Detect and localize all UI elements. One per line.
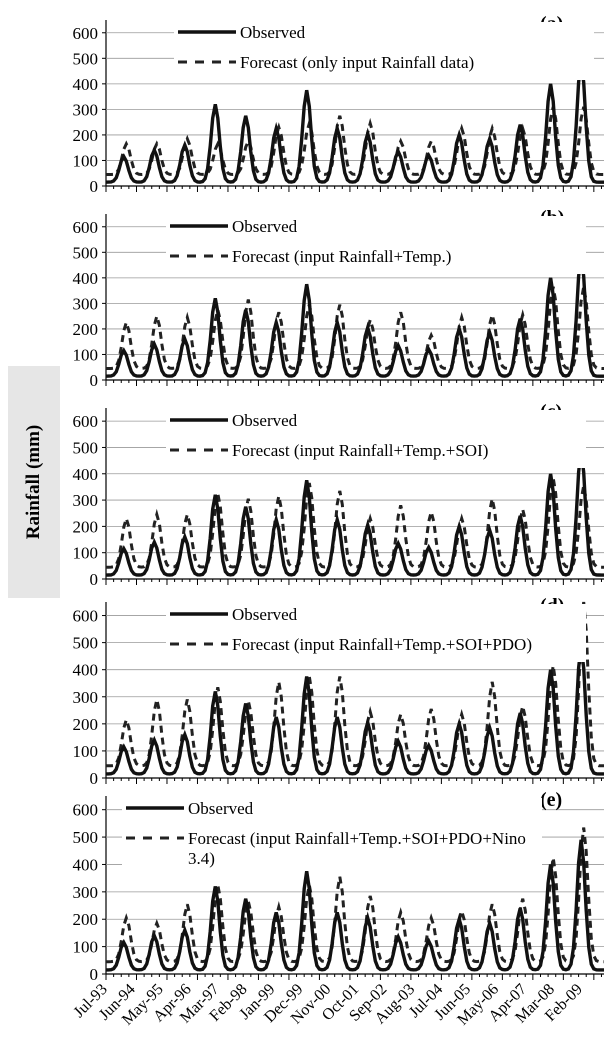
legend-box: [166, 604, 586, 662]
legend-box: [166, 216, 586, 274]
observed-series-line: [106, 839, 604, 972]
y-tick-label: 500: [73, 49, 99, 68]
y-tick-label: 400: [73, 661, 99, 680]
legend-forecast-label: Forecast (only input Rainfall data): [240, 53, 474, 72]
y-tick-label: 600: [73, 218, 99, 237]
y-tick-label: 600: [73, 801, 99, 820]
forecast-series-line: [106, 286, 604, 370]
y-tick-label: 0: [90, 965, 99, 984]
y-tick-label: 100: [73, 742, 99, 761]
observed-series-line: [105, 449, 604, 577]
y-tick-label: 200: [73, 517, 99, 536]
y-tick-label: 300: [73, 491, 99, 510]
y-tick-label: 200: [73, 320, 99, 339]
y-tick-label: 400: [73, 75, 99, 94]
y-tick-label: 300: [73, 688, 99, 707]
y-tick-label: 500: [73, 243, 99, 262]
legend-forecast-label: Forecast (input Rainfall+Temp.+SOI+PDO): [232, 635, 532, 654]
y-tick-label: 300: [73, 883, 99, 902]
legend-observed-label: Observed: [188, 799, 254, 818]
y-tick-label: 400: [73, 269, 99, 288]
y-tick-label: 500: [73, 634, 99, 653]
y-tick-label: 200: [73, 910, 99, 929]
legend-forecast-label-cont: 3.4): [188, 849, 215, 868]
y-tick-label: 300: [73, 294, 99, 313]
legend-observed-label: Observed: [240, 23, 306, 42]
y-tick-label: 100: [73, 938, 99, 957]
panel-tag: (e): [540, 789, 562, 811]
observed-series-line: [105, 254, 604, 378]
y-tick-label: 600: [73, 412, 99, 431]
y-tick-label: 200: [73, 715, 99, 734]
legend-observed-label: Observed: [232, 217, 298, 236]
observed-series-line: [105, 60, 604, 184]
y-tick-label: 0: [90, 371, 99, 390]
y-tick-label: 300: [73, 100, 99, 119]
legend-box: [122, 798, 542, 868]
y-tick-label: 400: [73, 465, 99, 484]
y-tick-label: 0: [90, 769, 99, 788]
y-tick-label: 0: [90, 570, 99, 589]
y-tick-label: 500: [73, 828, 99, 847]
y-tick-label: 400: [73, 855, 99, 874]
y-tick-label: 600: [73, 24, 99, 43]
legend-forecast-label: Forecast (input Rainfall+Temp.+SOI+PDO+N…: [188, 829, 526, 848]
y-tick-label: 500: [73, 438, 99, 457]
legend-box: [174, 22, 594, 80]
y-tick-label: 200: [73, 126, 99, 145]
forecast-series-line: [106, 827, 604, 964]
legend-observed-label: Observed: [232, 605, 298, 624]
legend-observed-label: Observed: [232, 411, 298, 430]
legend-box: [166, 410, 586, 468]
y-tick-label: 0: [90, 177, 99, 196]
legend-forecast-label: Forecast (input Rainfall+Temp.+SOI): [232, 441, 488, 460]
legend-forecast-label: Forecast (input Rainfall+Temp.): [232, 247, 451, 266]
y-tick-label: 100: [73, 151, 99, 170]
y-axis-label-box: [8, 366, 60, 598]
y-tick-label: 100: [73, 345, 99, 364]
observed-series-line: [106, 645, 604, 776]
y-tick-label: 100: [73, 544, 99, 563]
y-tick-label: 600: [73, 607, 99, 626]
